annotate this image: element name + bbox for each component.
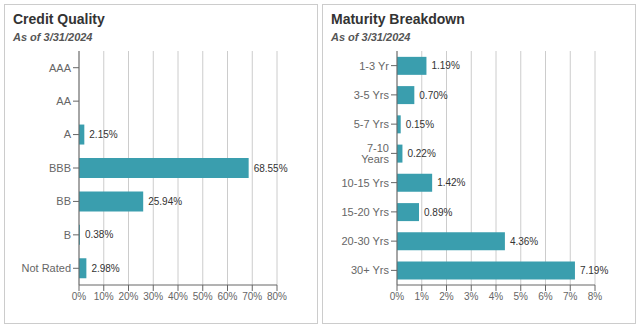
svg-text:10%: 10% bbox=[94, 291, 114, 302]
svg-text:1%: 1% bbox=[415, 291, 430, 302]
svg-text:B: B bbox=[64, 229, 71, 241]
svg-text:30%: 30% bbox=[143, 291, 163, 302]
svg-text:1-3 Yr: 1-3 Yr bbox=[359, 60, 389, 72]
svg-text:Not Rated: Not Rated bbox=[21, 262, 71, 274]
svg-text:2%: 2% bbox=[439, 291, 454, 302]
svg-text:0%: 0% bbox=[72, 291, 87, 302]
svg-text:40%: 40% bbox=[168, 291, 188, 302]
html-text:Maturity Breakdown: Maturity Breakdown bbox=[331, 11, 465, 27]
svg-text:0.89%: 0.89% bbox=[424, 207, 452, 218]
svg-text:25.94%: 25.94% bbox=[148, 196, 182, 207]
svg-text:7%: 7% bbox=[563, 291, 578, 302]
html-text:As of 3/31/2024: As of 3/31/2024 bbox=[13, 31, 93, 43]
svg-text:8%: 8% bbox=[588, 291, 603, 302]
svg-text:BB: BB bbox=[56, 195, 71, 207]
svg-text:7.19%: 7.19% bbox=[580, 265, 608, 276]
svg-text:A: A bbox=[64, 128, 72, 140]
svg-text:15-20 Yrs: 15-20 Yrs bbox=[342, 206, 390, 218]
svg-text:0.22%: 0.22% bbox=[407, 148, 435, 159]
html-text:Credit Quality: Credit Quality bbox=[13, 11, 105, 27]
svg-text:50%: 50% bbox=[193, 291, 213, 302]
svg-text:0.15%: 0.15% bbox=[406, 119, 434, 130]
svg-text:20%: 20% bbox=[118, 291, 138, 302]
html-text:As of 3/31/2024: As of 3/31/2024 bbox=[331, 31, 411, 43]
svg-text:0.38%: 0.38% bbox=[85, 229, 113, 240]
svg-text:5-7 Yrs: 5-7 Yrs bbox=[354, 118, 390, 130]
svg-text:0.70%: 0.70% bbox=[419, 90, 447, 101]
svg-text:68.55%: 68.55% bbox=[254, 163, 288, 174]
svg-text:5%: 5% bbox=[514, 291, 529, 302]
svg-text:60%: 60% bbox=[217, 291, 237, 302]
svg-text:4.36%: 4.36% bbox=[510, 236, 538, 247]
svg-text:BBB: BBB bbox=[49, 162, 71, 174]
svg-text:4%: 4% bbox=[489, 291, 504, 302]
svg-text:10-15 Yrs: 10-15 Yrs bbox=[342, 177, 390, 189]
svg-text:0%: 0% bbox=[390, 291, 405, 302]
svg-text:80%: 80% bbox=[267, 291, 287, 302]
svg-text:2.98%: 2.98% bbox=[91, 263, 119, 274]
svg-text:3-5 Yrs: 3-5 Yrs bbox=[354, 89, 390, 101]
svg-text:AAA: AAA bbox=[49, 62, 72, 74]
svg-text:1.19%: 1.19% bbox=[431, 60, 459, 71]
svg-text:1.42%: 1.42% bbox=[437, 177, 465, 188]
svg-text:6%: 6% bbox=[538, 291, 553, 302]
svg-text:20-30 Yrs: 20-30 Yrs bbox=[342, 235, 390, 247]
svg-text:2.15%: 2.15% bbox=[89, 129, 117, 140]
svg-text:30+ Yrs: 30+ Yrs bbox=[351, 264, 390, 276]
svg-text:AA: AA bbox=[56, 95, 71, 107]
svg-text:70%: 70% bbox=[242, 291, 262, 302]
svg-text:3%: 3% bbox=[464, 291, 479, 302]
svg-text:7-10Years: 7-10Years bbox=[361, 142, 389, 165]
